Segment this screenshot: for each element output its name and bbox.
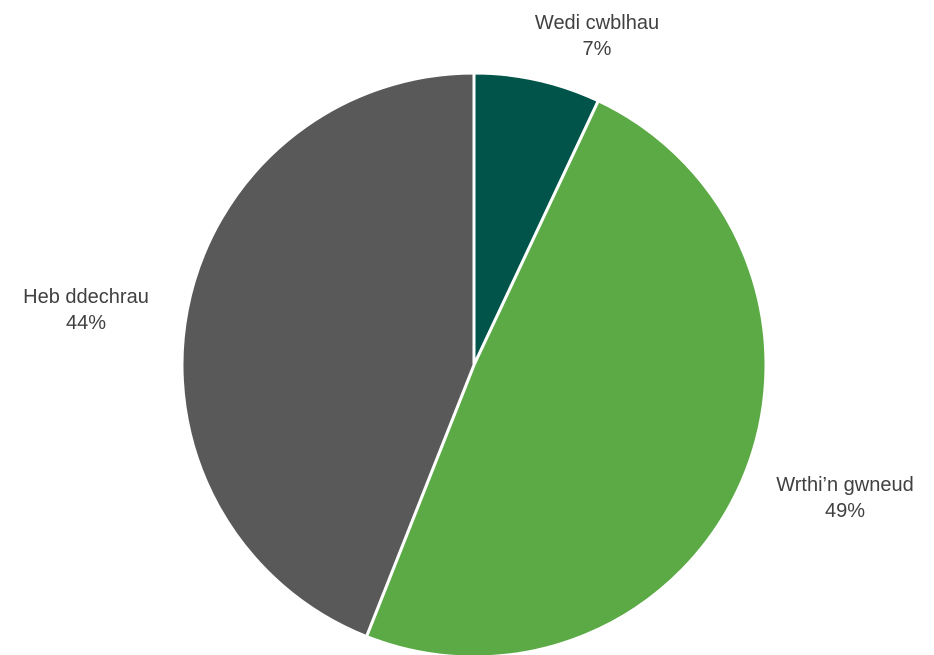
slice-percent: 44%	[65, 312, 107, 334]
slice-name: Wedi cwblhau	[534, 12, 660, 34]
slice-name: Wrthi’n gwneud	[776, 474, 914, 496]
pie-slice-wrthi-n-gwneud	[365, 99, 768, 655]
slice-label-heb-ddechrau: Heb ddechrau 44%	[0, 284, 172, 336]
slice-percent: 49%	[824, 500, 866, 522]
slice-percent: 7%	[582, 38, 612, 60]
slice-label-wrthin-gwneud: Wrthi’n gwneud 49%	[755, 472, 934, 524]
pie-slice-heb-ddechrau	[180, 71, 476, 638]
pie-slice-wedi-cwblhau	[472, 71, 600, 367]
slice-name: Heb ddechrau	[23, 286, 149, 308]
slice-label-wedi-cwblhau: Wedi cwblhau 7%	[487, 10, 707, 62]
